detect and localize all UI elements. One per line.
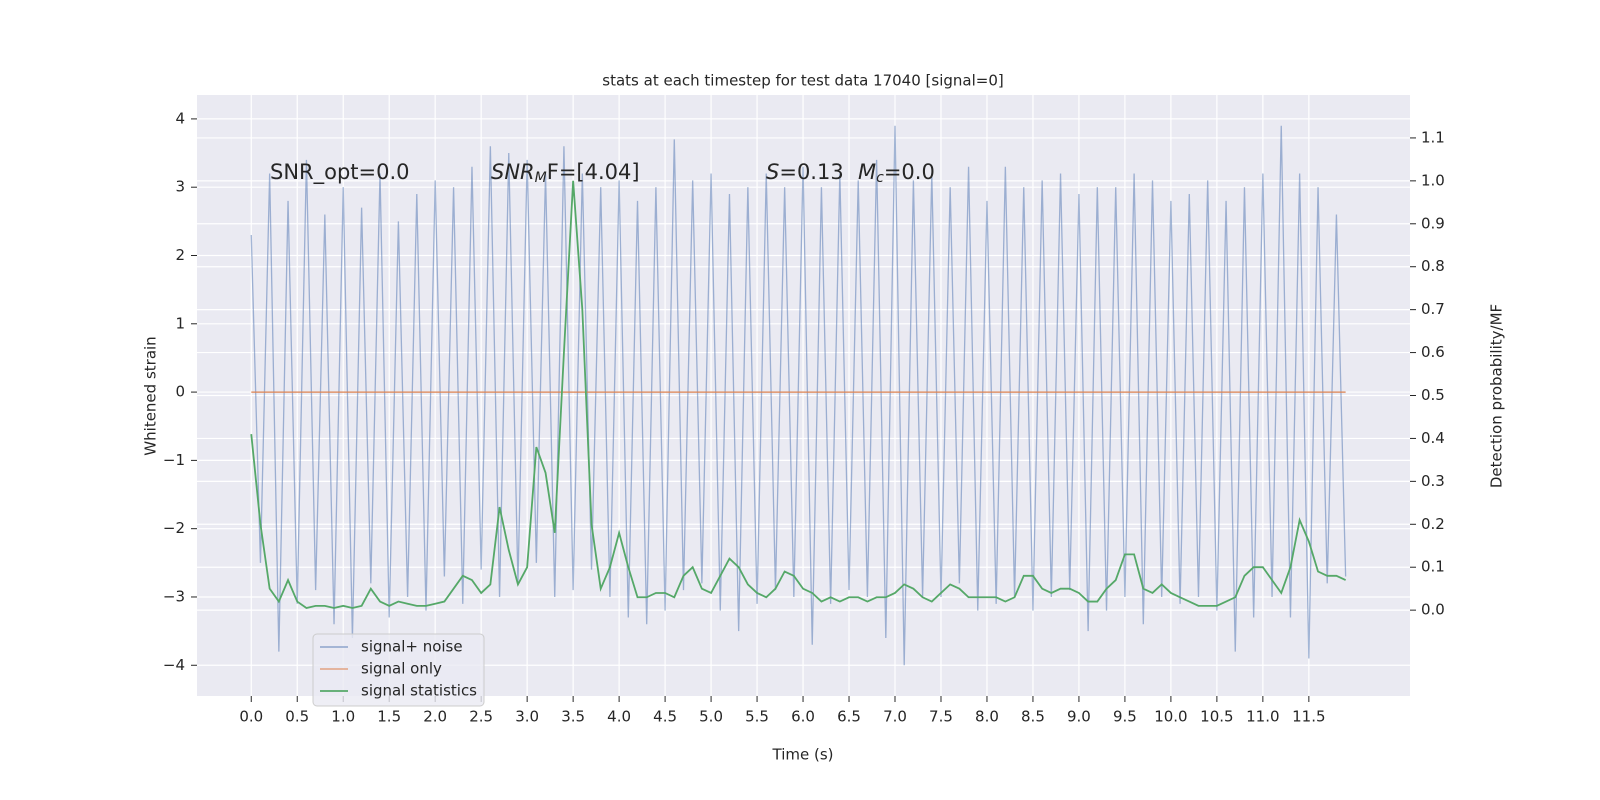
x-tick-label: 10.0: [1154, 708, 1187, 726]
y-axis-label: Whitened strain: [142, 336, 160, 455]
y-tick-label: −2: [163, 519, 185, 537]
y2-tick-label: 1.0: [1421, 171, 1445, 189]
y2-tick-label: 0.1: [1421, 558, 1445, 576]
annotation: S=0.13: [766, 160, 844, 184]
annotation: Mc=0.0: [858, 160, 935, 186]
annotation-part: =0.0: [884, 160, 935, 184]
y-tick-label: 2: [175, 246, 185, 264]
x-tick-label: 10.5: [1200, 708, 1233, 726]
y-tick-label: 1: [175, 314, 185, 332]
y-tick-label: −4: [163, 656, 185, 674]
annotation-part: SNR: [491, 160, 535, 184]
legend-label: signal only: [361, 660, 442, 678]
x-tick-label: 3.5: [561, 708, 585, 726]
y2-tick-label: 0.8: [1421, 257, 1445, 275]
y-tick-label: −1: [163, 451, 185, 469]
annotation-part: SNR_opt=0.0: [270, 160, 410, 185]
x-tick-label: 5.5: [745, 708, 769, 726]
y2-tick-label: 0.9: [1421, 214, 1445, 232]
y-tick-label: −3: [163, 587, 185, 605]
x-tick-label: 11.5: [1292, 708, 1325, 726]
annotation: SNR_opt=0.0: [270, 160, 410, 185]
x-tick-label: 8.5: [1021, 708, 1045, 726]
x-tick-label: 4.0: [607, 708, 631, 726]
x-tick-label: 1.0: [331, 708, 355, 726]
y-tick-label: 0: [175, 383, 185, 401]
legend-box: [312, 633, 485, 707]
x-tick-label: 7.0: [883, 708, 907, 726]
x-tick-label: 7.5: [929, 708, 953, 726]
y2-tick-label: 0.0: [1421, 601, 1445, 619]
legend-label: signal+ noise: [361, 638, 463, 656]
x-tick-label: 11.0: [1246, 708, 1279, 726]
x-tick-label: 3.0: [515, 708, 539, 726]
y2-tick-label: 0.4: [1421, 429, 1445, 447]
x-axis-label: Time (s): [772, 746, 834, 764]
marks: [250, 125, 1347, 666]
x-tick-label: 8.0: [975, 708, 999, 726]
legend-label: signal statistics: [361, 682, 477, 700]
y2-tick-label: 0.6: [1421, 343, 1445, 361]
y2-tick-label: 0.5: [1421, 386, 1445, 404]
x-tick-label: 1.5: [377, 708, 401, 726]
x-tick-label: 0.5: [285, 708, 309, 726]
annotation-part: c: [876, 170, 884, 186]
annotation-part: M: [858, 160, 876, 184]
y2-tick-label: 1.1: [1421, 128, 1445, 146]
y2-tick-label: 0.3: [1421, 472, 1445, 490]
x-tick-label: 0.0: [239, 708, 263, 726]
chart-title: stats at each timestep for test data 170…: [602, 72, 1003, 90]
y2-tick-label: 0.7: [1421, 300, 1445, 318]
series-line: [250, 180, 1347, 609]
annotation: SNRMF=[4.04]: [491, 160, 640, 186]
y2-tick-label: 0.2: [1421, 515, 1445, 533]
y-tick-label: 3: [175, 178, 185, 196]
x-tick-label: 6.5: [837, 708, 861, 726]
x-tick-label: 5.0: [699, 708, 723, 726]
x-tick-label: 2.0: [423, 708, 447, 726]
x-tick-label: 2.5: [469, 708, 493, 726]
x-tick-label: 9.5: [1113, 708, 1137, 726]
y-tick-label: 4: [175, 109, 185, 127]
y2-axis-label: Detection probability/MF: [1488, 304, 1506, 488]
series-line: [250, 125, 1347, 666]
annotation-part: S: [766, 160, 779, 184]
annotation-part: F=[4.04]: [547, 160, 640, 184]
annotation-part: M: [535, 170, 547, 186]
x-tick-label: 9.0: [1067, 708, 1091, 726]
annotation-part: =0.13: [779, 160, 843, 184]
x-tick-label: 4.5: [653, 708, 677, 726]
x-tick-label: 6.0: [791, 708, 815, 726]
